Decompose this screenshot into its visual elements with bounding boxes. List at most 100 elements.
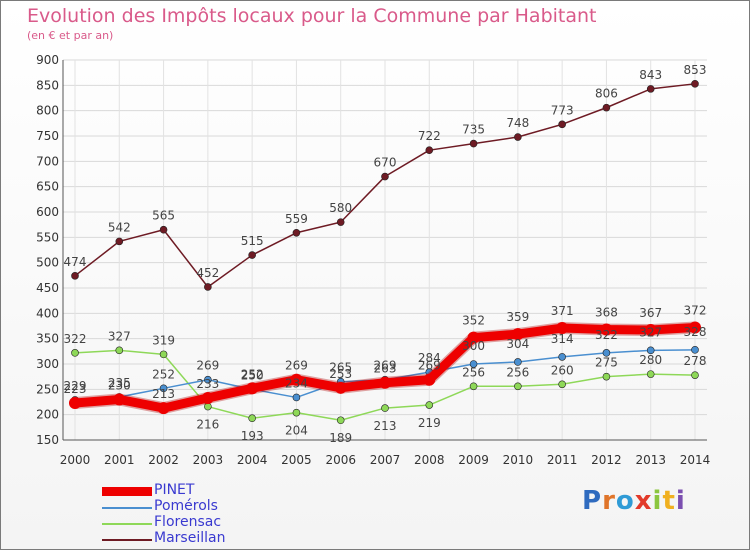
data-label-marseillan: 474 bbox=[64, 255, 87, 269]
data-label-marseillan: 670 bbox=[374, 156, 397, 170]
data-label-pomrols: 327 bbox=[639, 325, 662, 339]
data-label-florensac: 278 bbox=[684, 354, 707, 368]
legend-label-florensac: Florensac bbox=[154, 514, 222, 530]
data-label-pinet: 372 bbox=[684, 304, 707, 318]
data-point-marseillan bbox=[248, 251, 256, 259]
data-label-pinet: 233 bbox=[196, 377, 219, 391]
data-label-marseillan: 773 bbox=[551, 103, 574, 117]
data-label-pomrols: 269 bbox=[196, 359, 219, 373]
data-label-pomrols: 265 bbox=[329, 361, 352, 375]
data-label-pinet: 230 bbox=[108, 378, 131, 392]
y-tick-label: 250 bbox=[36, 382, 59, 396]
y-tick-label: 450 bbox=[36, 281, 59, 295]
y-tick-label: 300 bbox=[36, 357, 59, 371]
data-label-marseillan: 580 bbox=[329, 201, 352, 215]
data-point-florensac bbox=[115, 346, 124, 355]
data-point-marseillan bbox=[381, 172, 389, 181]
y-tick-label: 350 bbox=[36, 332, 59, 346]
data-label-florensac: 322 bbox=[64, 332, 87, 346]
data-point-florensac bbox=[425, 401, 434, 409]
data-label-florensac: 319 bbox=[152, 333, 175, 347]
data-label-pinet: 367 bbox=[639, 306, 662, 320]
x-tick-label: 2001 bbox=[104, 453, 135, 467]
data-label-pinet: 223 bbox=[64, 382, 87, 396]
data-point-pinet bbox=[246, 382, 259, 395]
data-label-pomrols: 250 bbox=[241, 368, 264, 382]
data-point-florensac bbox=[71, 349, 79, 357]
data-point-marseillan bbox=[514, 133, 522, 141]
data-label-pinet: 263 bbox=[374, 362, 397, 376]
data-label-pinet: 352 bbox=[462, 314, 485, 328]
data-point-florensac bbox=[336, 416, 345, 425]
data-point-pinet bbox=[290, 373, 303, 386]
data-label-florensac: 280 bbox=[639, 353, 662, 367]
data-point-pomrols bbox=[602, 349, 611, 357]
data-label-marseillan: 565 bbox=[152, 209, 175, 223]
data-label-marseillan: 452 bbox=[196, 266, 219, 280]
data-label-marseillan: 853 bbox=[684, 63, 707, 77]
data-point-pinet bbox=[467, 331, 480, 344]
legend-swatch-florensac bbox=[102, 523, 152, 525]
data-point-marseillan bbox=[71, 272, 79, 280]
x-tick-label: 2011 bbox=[547, 453, 578, 467]
x-tick-label: 2009 bbox=[458, 453, 489, 467]
data-point-florensac bbox=[159, 350, 168, 359]
y-tick-label: 200 bbox=[36, 408, 59, 422]
data-point-florensac bbox=[292, 408, 301, 417]
data-label-pinet: 269 bbox=[418, 359, 441, 373]
data-label-marseillan: 843 bbox=[639, 68, 662, 82]
x-tick-label: 2003 bbox=[193, 453, 224, 467]
data-label-pinet: 213 bbox=[152, 387, 175, 401]
data-label-marseillan: 722 bbox=[418, 129, 441, 143]
data-label-pomrols: 269 bbox=[374, 359, 397, 373]
x-tick-label: 2000 bbox=[60, 453, 91, 467]
x-tick-label: 2005 bbox=[281, 453, 312, 467]
y-tick-label: 900 bbox=[36, 53, 59, 67]
data-point-pomrols bbox=[159, 384, 168, 393]
data-label-pomrols: 229 bbox=[64, 379, 87, 393]
data-label-pomrols: 252 bbox=[152, 367, 175, 381]
x-tick-label: 2006 bbox=[325, 453, 356, 467]
data-point-florensac bbox=[248, 414, 256, 423]
data-label-marseillan: 806 bbox=[595, 87, 618, 101]
data-point-marseillan bbox=[469, 139, 478, 148]
data-point-pinet bbox=[423, 373, 436, 386]
data-point-marseillan bbox=[425, 146, 434, 154]
data-label-pinet: 253 bbox=[329, 367, 352, 381]
data-label-florensac: 216 bbox=[196, 418, 219, 432]
data-label-marseillan: 748 bbox=[506, 116, 529, 130]
legend-swatch-pinet bbox=[102, 487, 152, 496]
data-point-pomrols bbox=[558, 353, 566, 361]
x-tick-label: 2007 bbox=[370, 453, 401, 467]
y-tick-label: 800 bbox=[36, 104, 59, 118]
data-point-florensac bbox=[514, 382, 522, 391]
data-label-pomrols: 314 bbox=[551, 332, 574, 346]
data-point-pomrols bbox=[292, 393, 301, 402]
data-point-florensac bbox=[469, 382, 478, 391]
data-point-pinet bbox=[511, 328, 524, 341]
data-label-marseillan: 735 bbox=[462, 123, 485, 137]
data-point-marseillan bbox=[558, 120, 566, 129]
data-point-florensac bbox=[381, 404, 389, 412]
y-tick-label: 500 bbox=[36, 256, 59, 270]
legend-swatch-marseillan bbox=[102, 539, 152, 541]
data-point-pinet bbox=[556, 322, 569, 335]
data-point-marseillan bbox=[336, 218, 345, 226]
data-label-marseillan: 559 bbox=[285, 212, 308, 226]
data-label-pomrols: 304 bbox=[506, 337, 529, 351]
data-point-pinet bbox=[113, 393, 126, 406]
legend-item-marseillan: Marseillan bbox=[102, 530, 302, 547]
data-point-pinet bbox=[157, 402, 170, 415]
x-tick-label: 2002 bbox=[148, 453, 179, 467]
data-label-florensac: 256 bbox=[506, 365, 529, 379]
data-label-pinet: 368 bbox=[595, 306, 618, 320]
data-point-pinet bbox=[69, 397, 81, 410]
x-tick-label: 2012 bbox=[591, 453, 622, 467]
data-point-pomrols bbox=[469, 360, 478, 368]
data-label-florensac: 219 bbox=[418, 416, 441, 430]
x-tick-label: 2004 bbox=[237, 453, 268, 467]
y-tick-label: 650 bbox=[36, 180, 59, 194]
y-tick-label: 750 bbox=[36, 129, 59, 143]
x-tick-label: 2010 bbox=[503, 453, 534, 467]
